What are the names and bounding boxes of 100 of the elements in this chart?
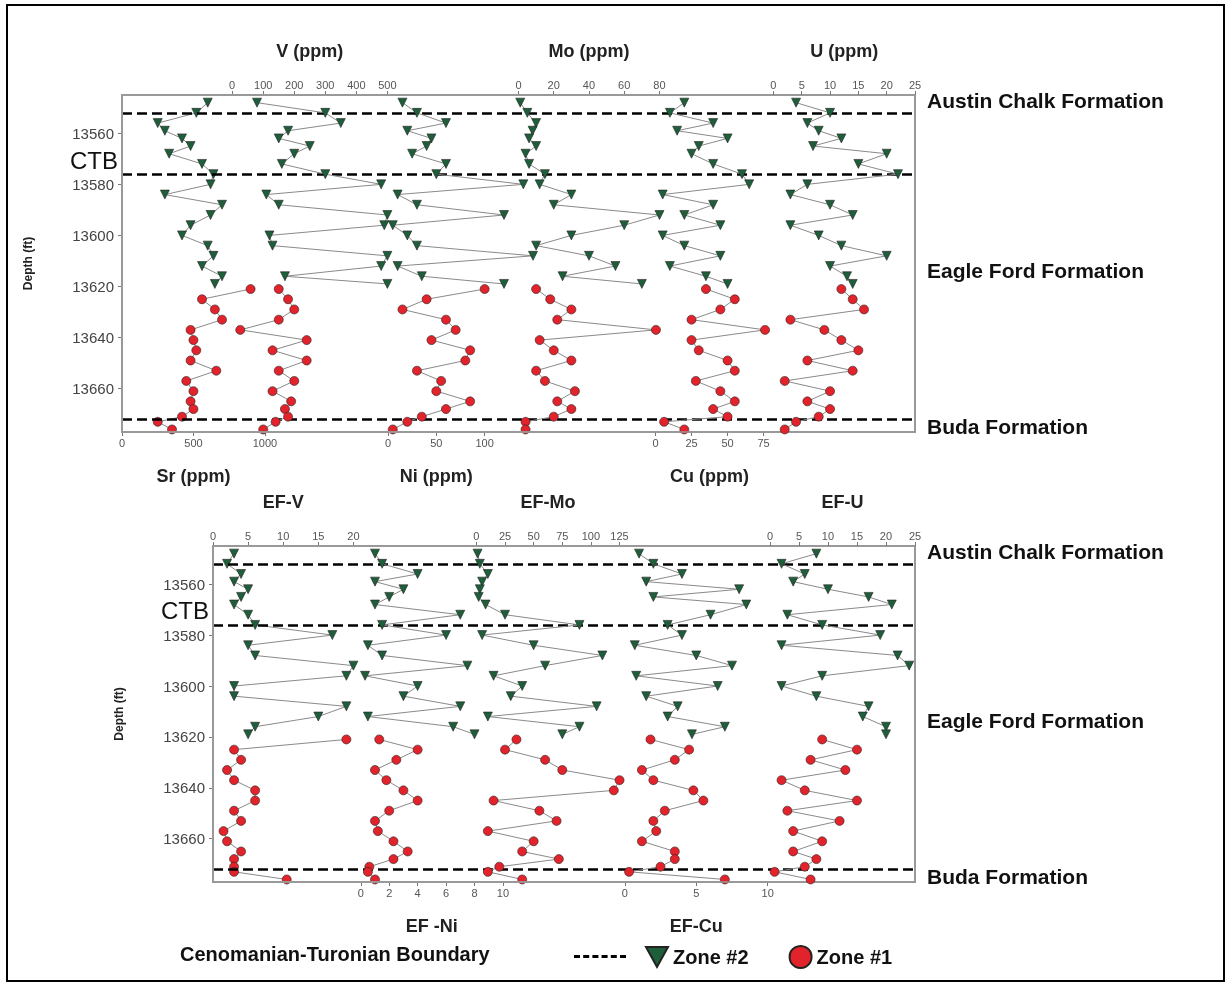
x-tick-label: 75 xyxy=(556,529,569,542)
x-tick-label: 0 xyxy=(118,436,126,449)
point xyxy=(881,729,891,740)
point xyxy=(402,125,413,136)
point xyxy=(377,650,387,661)
point xyxy=(551,816,562,826)
point xyxy=(283,294,293,305)
point xyxy=(441,118,451,128)
point xyxy=(382,210,393,220)
point xyxy=(813,230,824,241)
point xyxy=(441,630,451,640)
point xyxy=(391,755,402,765)
point xyxy=(301,335,312,345)
y-axis-title: Depth (ft) xyxy=(21,236,35,291)
point xyxy=(208,251,219,261)
x-tick-label: 50 xyxy=(721,436,734,449)
point xyxy=(708,159,718,169)
point xyxy=(637,279,647,289)
point xyxy=(847,365,858,376)
point xyxy=(387,220,398,230)
point xyxy=(280,271,290,282)
point xyxy=(520,416,531,427)
point xyxy=(655,861,666,872)
x-tick-label: 10 xyxy=(823,78,837,91)
point xyxy=(229,805,239,816)
point xyxy=(570,386,580,396)
point xyxy=(729,396,740,407)
point xyxy=(465,345,475,356)
point xyxy=(250,795,260,806)
point xyxy=(701,271,711,282)
point xyxy=(377,559,387,569)
point xyxy=(426,133,437,144)
x-tick-label: 20 xyxy=(547,78,560,91)
x-tick-label: 50 xyxy=(430,436,443,449)
point xyxy=(712,681,723,691)
x-axis-title: U (ppm) xyxy=(810,41,879,61)
point xyxy=(205,210,216,220)
point xyxy=(229,681,239,691)
point xyxy=(382,279,393,289)
point xyxy=(479,284,490,294)
point xyxy=(217,314,227,325)
point xyxy=(500,744,510,755)
point xyxy=(229,548,239,559)
point xyxy=(531,365,541,376)
point xyxy=(634,548,644,559)
point xyxy=(802,396,813,407)
point xyxy=(289,148,300,159)
point xyxy=(412,108,422,118)
point xyxy=(235,325,246,335)
point xyxy=(517,681,527,691)
point xyxy=(188,386,199,396)
point xyxy=(665,261,675,271)
y-tick-label: 13640 xyxy=(72,329,114,347)
x-axis-title: Sr (ppm) xyxy=(156,466,231,486)
point xyxy=(252,97,262,108)
point xyxy=(641,576,652,587)
point xyxy=(610,261,621,271)
point xyxy=(392,261,403,271)
x-tick-label: 500 xyxy=(184,436,203,449)
point xyxy=(760,325,770,335)
point xyxy=(534,805,545,816)
point xyxy=(744,179,754,190)
point xyxy=(566,230,577,241)
point xyxy=(426,335,437,345)
x-axis-title: V (ppm) xyxy=(276,41,344,61)
point xyxy=(384,805,395,816)
point xyxy=(817,620,827,630)
point xyxy=(382,251,393,261)
point xyxy=(557,271,568,282)
point xyxy=(720,721,730,732)
text: Eagle Ford Formation xyxy=(927,709,1145,733)
point xyxy=(893,169,903,179)
point xyxy=(273,365,284,376)
point xyxy=(524,159,534,169)
point xyxy=(779,376,790,386)
point xyxy=(377,620,387,630)
point xyxy=(177,133,187,144)
point xyxy=(217,199,227,210)
point xyxy=(205,179,216,190)
point xyxy=(648,816,659,826)
point xyxy=(222,765,232,775)
point xyxy=(520,148,531,159)
x-tick-label: 10 xyxy=(277,529,290,542)
point xyxy=(511,734,522,745)
x-axis-title: EF -Ni xyxy=(405,916,458,936)
point xyxy=(785,314,796,325)
point xyxy=(660,805,670,816)
y-tick-label: 13620 xyxy=(163,728,205,746)
point xyxy=(398,691,409,701)
point xyxy=(637,765,647,775)
x-tick-label: 5 xyxy=(693,886,700,899)
point xyxy=(548,199,559,210)
x-tick-label: 100 xyxy=(254,78,273,91)
point xyxy=(341,734,352,745)
point xyxy=(164,148,174,159)
x-tick-label: 100 xyxy=(581,529,601,542)
point xyxy=(412,681,423,691)
point xyxy=(379,220,390,230)
point xyxy=(708,118,718,128)
point xyxy=(852,795,862,806)
